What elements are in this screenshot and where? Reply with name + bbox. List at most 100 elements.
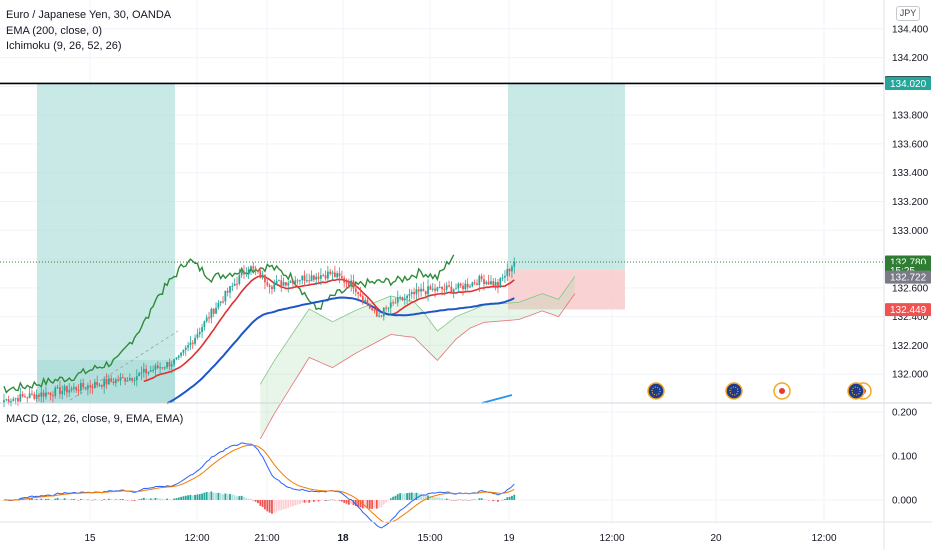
candle-body [194,337,196,344]
candle-body [3,400,5,404]
candle-body [100,384,103,387]
candle-body [170,364,173,367]
macd-histogram-bar [3,499,5,501]
macd-histogram-bar [131,499,134,501]
macd-histogram-bar [77,499,80,501]
macd-histogram-bar [366,499,369,509]
candle-body [56,387,59,389]
macd-histogram-bar [52,499,54,501]
macd-histogram-bar [471,499,474,501]
candle-body [382,307,385,317]
candle-body [452,289,455,293]
candle-body [296,280,299,282]
macd-histogram-bar [119,499,122,500]
macd-histogram-bar [259,499,262,506]
eu-event-icon [725,382,743,400]
macd-histogram-bar [66,499,68,500]
macd-histogram-bar [347,499,350,505]
macd-histogram-bar [434,497,436,500]
candle-body [226,290,229,293]
candle-body [326,271,329,279]
candle-body [504,276,506,278]
macd-histogram-bar [275,499,278,512]
macd-histogram-bar [182,496,185,500]
candle-body [112,381,115,384]
candle-body [261,274,264,278]
macd-histogram-bar [40,498,43,500]
macd-histogram-bar [431,496,434,500]
candle-body [86,385,89,389]
candle-body [119,377,122,381]
macd-histogram-bar [103,499,106,500]
candle-body [131,377,134,381]
macd-histogram-bar [152,498,155,500]
candle-body [219,301,222,303]
macd-histogram-bar [128,499,131,501]
price-tag-label: 134.020 [890,79,927,90]
macd-histogram-bar [497,499,499,502]
candle-body [17,398,19,402]
candle-body [357,291,360,295]
macd-histogram-bar [306,499,308,503]
macd-histogram-bar [333,499,336,501]
candle-body [429,286,432,290]
time-tick-label: 19 [503,533,515,544]
price-tag-label: 132.780 [890,257,927,268]
candle-body [135,376,138,381]
macd-histogram-bar [61,499,64,500]
candle-body [182,349,185,353]
candle-body [380,315,383,317]
ichimoku-legend[interactable]: Ichimoku (9, 26, 52, 26) [6,40,122,52]
candle-body [217,302,220,308]
candle-body [406,295,408,299]
macd-histogram-bar [245,498,248,500]
time-tick-label: 15:00 [417,533,442,544]
candle-body [438,286,441,288]
macd-histogram-bar [326,499,329,501]
macd-histogram-bar [268,499,271,513]
macd-histogram-bar [110,499,113,500]
macd-histogram-bar [59,498,61,500]
candle-body [455,288,457,290]
symbol-title[interactable]: Euro / Japanese Yen, 30, OANDA [6,9,172,21]
macd-histogram-bar [243,496,245,500]
macd-histogram-bar [189,494,192,500]
candle-body [345,282,348,284]
macd-histogram-bar [42,499,45,500]
macd-histogram-bar [254,499,257,502]
macd-histogram-bar [331,499,334,501]
candle-body [394,302,397,304]
currency-button[interactable]: JPY [896,6,920,21]
indicator-lines [3,254,515,405]
candle-body [275,280,278,285]
macd-histogram-bar [280,499,283,511]
macd-histogram-bar [224,493,227,500]
candle-body [501,277,504,279]
macd-histogram-bar [338,499,341,501]
candle-body [177,355,180,358]
eu-event-icon [647,382,665,400]
macd-histogram-bar [375,499,378,509]
candle-body [450,286,453,293]
candle-body [487,281,490,285]
macd-histogram-bar [464,499,467,501]
macd-histogram-bar [203,492,206,500]
candle-body [159,367,162,369]
macd-histogram-bar [252,499,255,501]
candle-body [415,289,418,295]
macd-histogram-bar [177,497,180,500]
ema-legend[interactable]: EMA (200, close, 0) [6,25,102,37]
candle-body [252,266,255,269]
eu-stars [729,386,739,396]
macd-histogram-bar [98,499,101,501]
candle-body [333,272,336,278]
candle-body [413,291,415,295]
macd-legend[interactable]: MACD (12, 26, close, 9, EMA, EMA) [6,413,184,425]
event-markers[interactable] [647,382,872,400]
candle-body [287,282,290,286]
price-tick-label: 133.800 [892,111,929,122]
macd-histogram-bar [380,499,383,508]
macd-histogram-bar [96,499,99,501]
candle-body [375,309,378,317]
